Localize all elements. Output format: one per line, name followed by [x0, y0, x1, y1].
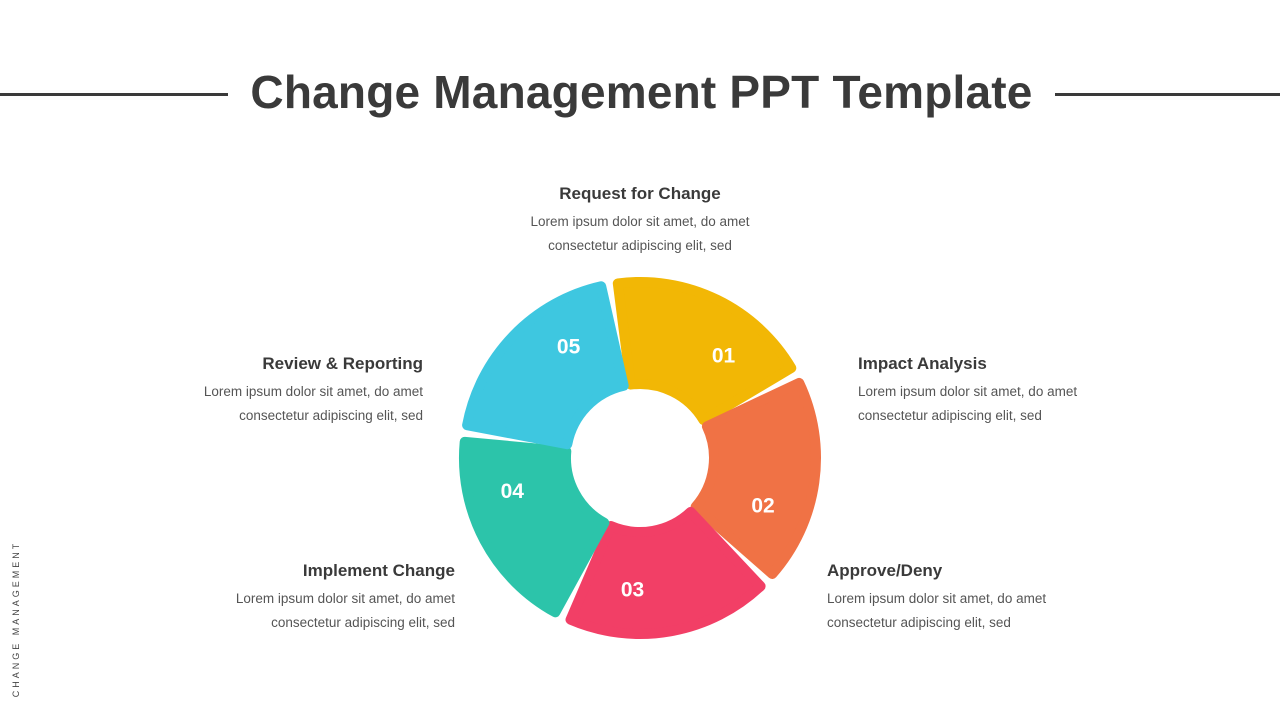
step-02-line1: Lorem ipsum dolor sit amet, do amet: [858, 384, 1078, 399]
step-03-line2: consectetur adipiscing elit, sed: [827, 615, 1011, 630]
step-01-line1: Lorem ipsum dolor sit amet, do amet: [530, 214, 750, 229]
step-03-number: 03: [621, 578, 644, 601]
step-04-segment: [459, 436, 610, 618]
step-02-segment: [690, 377, 821, 579]
step-03-segment: [565, 506, 766, 639]
step-04-line1: Lorem ipsum dolor sit amet, do amet: [235, 591, 455, 606]
step-05-heading: Review & Reporting: [262, 354, 423, 373]
step-02-line2: consectetur adipiscing elit, sed: [858, 408, 1042, 423]
step-03-heading: Approve/Deny: [827, 561, 943, 580]
title-rule-right: [1055, 93, 1280, 96]
step-04-line2: consectetur adipiscing elit, sed: [271, 615, 455, 630]
step-05-line2: consectetur adipiscing elit, sed: [239, 408, 423, 423]
step-02-text: Impact Analysis Lorem ipsum dolor sit am…: [858, 352, 1158, 428]
step-01-line2: consectetur adipiscing elit, sed: [548, 238, 732, 253]
step-04-heading: Implement Change: [302, 561, 455, 580]
step-01-number: 01: [712, 344, 736, 367]
step-05-text: Review & Reporting Lorem ipsum dolor sit…: [123, 352, 423, 428]
step-03-text: Approve/Deny Lorem ipsum dolor sit amet,…: [827, 559, 1127, 635]
step-05-segment: [462, 281, 629, 450]
step-01-segment: [612, 276, 797, 426]
step-03-line1: Lorem ipsum dolor sit amet, do amet: [827, 591, 1047, 606]
step-05-line1: Lorem ipsum dolor sit amet, do amet: [203, 384, 423, 399]
step-02-heading: Impact Analysis: [858, 354, 987, 373]
title-rule-left: [0, 93, 228, 96]
step-01-heading: Request for Change: [559, 184, 721, 203]
page-title: Change Management PPT Template: [250, 66, 1033, 118]
step-01-text: Request for Change Lorem ipsum dolor sit…: [490, 182, 790, 258]
step-02-number: 02: [751, 494, 774, 517]
step-05-number: 05: [557, 336, 581, 359]
step-04-number: 04: [501, 480, 525, 503]
step-04-text: Implement Change Lorem ipsum dolor sit a…: [155, 559, 455, 635]
